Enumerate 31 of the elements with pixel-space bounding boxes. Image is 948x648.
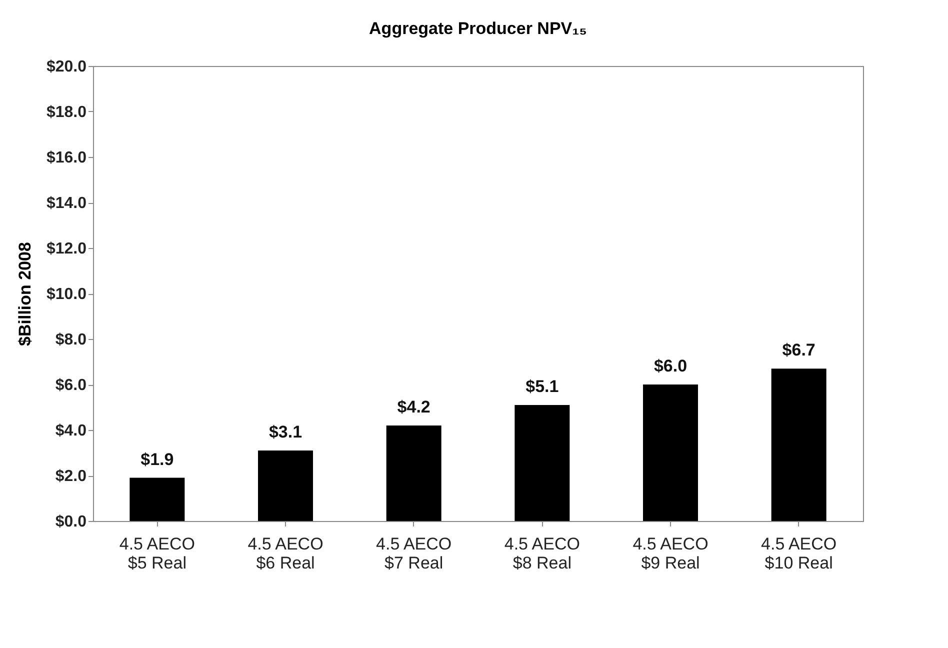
y-tick-label: $18.0 [46, 104, 87, 121]
y-tick-label: $14.0 [46, 195, 87, 212]
y-tick-label: $12.0 [46, 240, 87, 258]
bar [386, 425, 442, 521]
y-tick-label: $10.0 [46, 286, 87, 303]
y-tick-label: $0.0 [55, 514, 87, 530]
y-tick-label: $4.0 [55, 422, 87, 440]
bar [771, 368, 826, 521]
x-tick-label: 4.5 AECO $10 Real [761, 534, 837, 572]
data-label: $6.0 [654, 356, 688, 376]
data-label: $5.1 [526, 376, 559, 396]
x-tick-label: 4.5 AECO $8 Real [504, 534, 580, 572]
x-tick-label: 4.5 AECO $9 Real [632, 534, 708, 572]
data-label: $3.1 [268, 422, 302, 442]
y-tick-label: $2.0 [55, 468, 87, 485]
y-tick-label: $8.0 [55, 332, 87, 348]
data-label: $6.7 [782, 340, 816, 360]
y-tick-label: $6.0 [55, 377, 87, 394]
bar [130, 478, 185, 521]
bar [643, 384, 698, 521]
x-tick-label: 4.5 AECO $7 Real [376, 534, 452, 572]
bar [258, 450, 313, 521]
chart-title: Aggregate Producer NPV₁₅ [369, 19, 587, 38]
data-label: $1.9 [140, 450, 174, 469]
x-tick-label: 4.5 AECO $5 Real [119, 534, 195, 572]
y-axis-title: $Billion 2008 [15, 242, 34, 346]
x-tick-label: 4.5 AECO $6 Real [248, 534, 324, 572]
y-tick-label: $20.0 [46, 58, 87, 76]
bar [514, 404, 570, 521]
y-tick-label: $16.0 [46, 150, 87, 166]
data-label: $4.2 [397, 397, 430, 416]
